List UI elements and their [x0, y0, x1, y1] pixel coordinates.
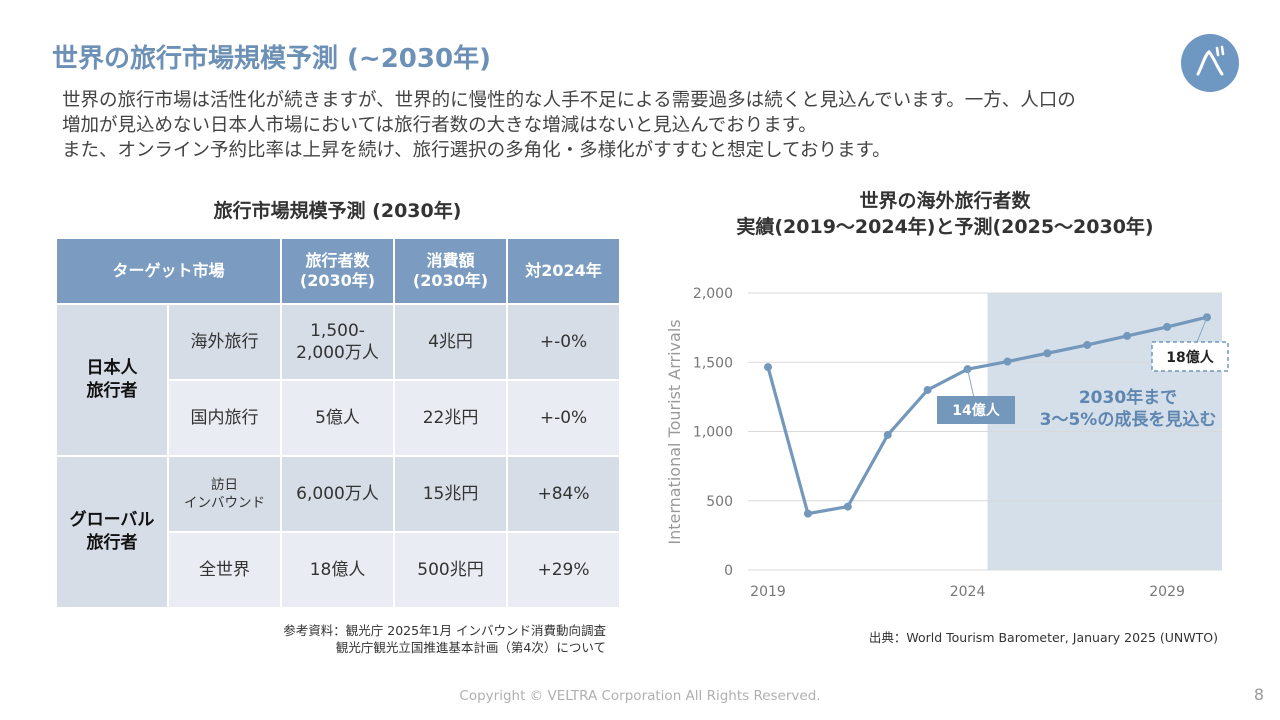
data-point — [883, 430, 892, 439]
group-global-travelers: グローバル 旅行者 — [55, 455, 169, 609]
series-line — [766, 315, 1208, 516]
group-japanese-travelers: 日本人 旅行者 — [55, 303, 169, 457]
segment-line1: 訪日 — [211, 477, 238, 493]
data-point — [1043, 349, 1052, 358]
chart-title-line1: 世界の海外旅行者数 — [859, 190, 1031, 212]
group-label-line2: 旅行者 — [86, 533, 138, 553]
segment-cell: 海外旅行 — [166, 303, 283, 381]
spending-cell: 4兆円 — [393, 303, 509, 381]
change-cell: +-0% — [506, 303, 622, 381]
x-tick-label: 2029 — [1149, 584, 1185, 600]
segment-cell: 全世界 — [166, 531, 283, 609]
change-cell: +29% — [506, 531, 622, 609]
header-target-market: ターゲット市場 — [54, 237, 283, 305]
data-point — [1083, 340, 1092, 349]
callout-box-2030 — [1151, 341, 1229, 372]
header-travelers-line2: (2030年) — [299, 271, 376, 290]
y-tick-label: 500 — [706, 494, 733, 510]
forecast-note-line1: 2030年まで — [1079, 387, 1177, 408]
travelers-cell: 18億人 — [280, 531, 396, 609]
spending-cell: 500兆円 — [393, 531, 509, 609]
intro-line: 世界の旅行市場は活性化が続きますが、世界的に慢性的な人手不足による需要過多は続く… — [62, 90, 1076, 111]
data-point — [803, 509, 812, 518]
intro-line: 増加が見込めない日本人市場においては旅行者数の大きな増減はないと見込んでおります… — [62, 115, 817, 136]
travelers-line1: 1,500- — [310, 321, 365, 341]
callout-box-2024 — [937, 396, 1015, 424]
callout-label-2030: 18億人 — [1166, 349, 1214, 366]
table-row: 日本人 旅行者 海外旅行 1,500- 2,000万人 4兆円 +-0% — [55, 303, 622, 457]
reference-line: 参考資料：観光庁 2025年1月 インバウンド消費動向調査 — [283, 623, 606, 638]
spending-cell: 22兆円 — [393, 379, 509, 457]
page-title: 世界の旅行市場規模予測 (~2030年) — [52, 44, 491, 74]
header-spending-line2: (2030年) — [412, 271, 489, 290]
data-point — [1123, 331, 1132, 340]
y-tick-label: 0 — [724, 563, 733, 579]
data-point — [1003, 357, 1012, 366]
spending-cell: 15兆円 — [393, 455, 509, 533]
x-tick-label: 2024 — [950, 584, 986, 600]
header-travelers-line1: 旅行者数 — [305, 251, 370, 270]
x-tick-label: 2019 — [750, 584, 786, 600]
header-spending-line1: 消費額 — [426, 251, 475, 270]
data-point — [764, 363, 772, 372]
data-point — [843, 502, 852, 511]
group-label-line1: グローバル — [69, 510, 155, 530]
table-row: グローバル 旅行者 訪日 インバウンド 6,000万人 15兆円 +84% — [55, 455, 622, 609]
callout-leader — [1196, 317, 1208, 343]
change-cell: +-0% — [506, 379, 622, 457]
data-point — [1163, 322, 1172, 331]
intro-line: また、オンライン予約比率は上昇を続け、旅行選択の多角化・多様化がすすむと想定して… — [62, 140, 891, 161]
reference-line: 観光庁観光立国推進基本計画（第4次）について — [335, 640, 606, 655]
table-row: 全世界 18億人 500兆円 +29% — [56, 531, 622, 609]
table-title: 旅行市場規模予測 (2030年) — [213, 200, 462, 222]
chart-title-line2: 実績(2019～2024年)と予測(2025～2030年) — [736, 216, 1154, 238]
header-spending: 消費額 (2030年) — [393, 237, 509, 305]
table-row: 国内旅行 5億人 22兆円 +-0% — [56, 379, 622, 457]
y-tick-label: 1,000 — [693, 425, 733, 441]
travelers-cell: 5億人 — [280, 379, 396, 457]
travelers-cell: 1,500- 2,000万人 — [280, 303, 396, 381]
y-tick-label: 1,500 — [693, 355, 733, 371]
chart-source: 出典：World Tourism Barometer, January 2025… — [868, 630, 1218, 645]
data-point — [923, 385, 932, 394]
header-vs-2024: 対2024年 — [506, 237, 622, 305]
travelers-line2: 2,000万人 — [296, 343, 379, 363]
table-header-row: ターゲット市場 旅行者数 (2030年) 消費額 (2030年) 対2024年 — [54, 237, 622, 305]
page-number: 8 — [1253, 685, 1264, 704]
reference-note: 参考資料：観光庁 2025年1月 インバウンド消費動向調査 観光庁観光立国推進基… — [250, 622, 606, 656]
chart-title: 世界の海外旅行者数 実績(2019～2024年)と予測(2025～2030年) — [660, 188, 1230, 240]
forecast-note-line2: 3～5%の成長を見込む — [1040, 409, 1217, 430]
y-axis-label: International Tourist Arrivals — [665, 319, 684, 544]
change-cell: +84% — [506, 455, 622, 533]
header-travelers: 旅行者数 (2030年) — [280, 237, 396, 305]
segment-cell: 訪日 インバウンド — [166, 455, 283, 533]
brand-logo-icon — [1181, 34, 1239, 92]
callout-leader — [967, 369, 975, 397]
market-forecast-table: ターゲット市場 旅行者数 (2030年) 消費額 (2030年) 対2024年 … — [54, 237, 622, 609]
travelers-cell: 6,000万人 — [280, 455, 396, 533]
callout-label-2024: 14億人 — [952, 402, 1000, 419]
segment-line2: インバウンド — [184, 495, 265, 511]
y-tick-label: 2,000 — [693, 286, 733, 302]
group-label-line1: 日本人 — [86, 358, 138, 378]
intro-text: 世界の旅行市場は活性化が続きますが、世界的に慢性的な人手不足による需要過多は続く… — [62, 88, 1262, 163]
segment-cell: 国内旅行 — [166, 379, 283, 457]
group-label-line2: 旅行者 — [86, 381, 138, 401]
copyright-footer: Copyright © VELTRA Corporation All Right… — [459, 688, 821, 704]
